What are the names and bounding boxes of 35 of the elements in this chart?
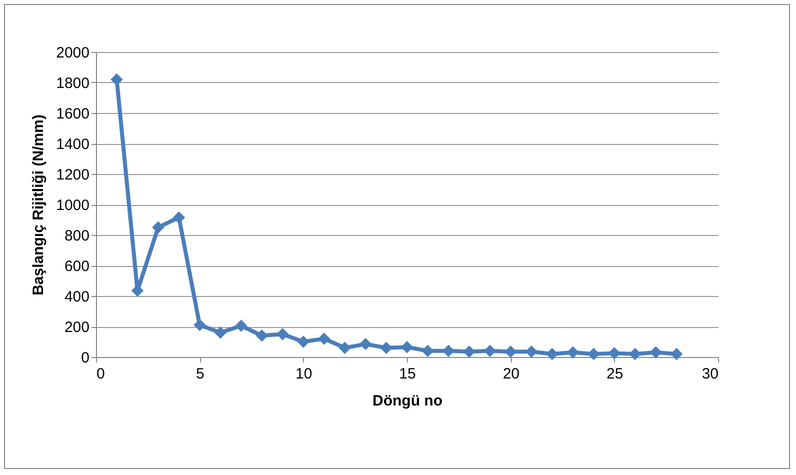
point [318, 332, 330, 345]
x-tick-label: 20 [502, 366, 520, 382]
point [297, 336, 310, 348]
point [172, 211, 186, 224]
y-tick-label: 800 [64, 228, 90, 244]
point [338, 342, 351, 354]
x-tick-label: 25 [606, 366, 624, 382]
y-axis-title: Başlangıç Rijitliği (N/mm) [30, 114, 48, 296]
y-tick-label: 200 [64, 319, 90, 336]
x-tick-label: 30 [702, 366, 718, 382]
y-tick-label: 1600 [56, 106, 90, 122]
point [110, 73, 123, 86]
y-tick-label: 1800 [56, 75, 90, 92]
y-tick-label: 0 [81, 350, 90, 366]
y-tick-label: 1000 [56, 197, 90, 214]
point [359, 338, 372, 350]
point [214, 326, 227, 339]
y-tick-label: 1400 [56, 136, 90, 153]
y-tick-label: 1200 [56, 166, 90, 184]
point [650, 346, 662, 359]
point [256, 330, 268, 342]
x-axis-title: Döngü no [372, 392, 442, 410]
point [235, 320, 248, 332]
y-tick-label: 600 [64, 258, 90, 275]
x-tick-label: 5 [196, 366, 204, 382]
point [546, 348, 558, 360]
y-tick-label: 2000 [56, 44, 90, 62]
y-tick-label: 400 [64, 288, 90, 306]
x-tick-label: 15 [399, 366, 416, 382]
x-tick-label: 0 [96, 366, 105, 382]
x-tick-label: 10 [295, 366, 312, 382]
point [152, 221, 164, 234]
point [566, 346, 579, 359]
point [380, 342, 392, 354]
point [194, 318, 206, 332]
